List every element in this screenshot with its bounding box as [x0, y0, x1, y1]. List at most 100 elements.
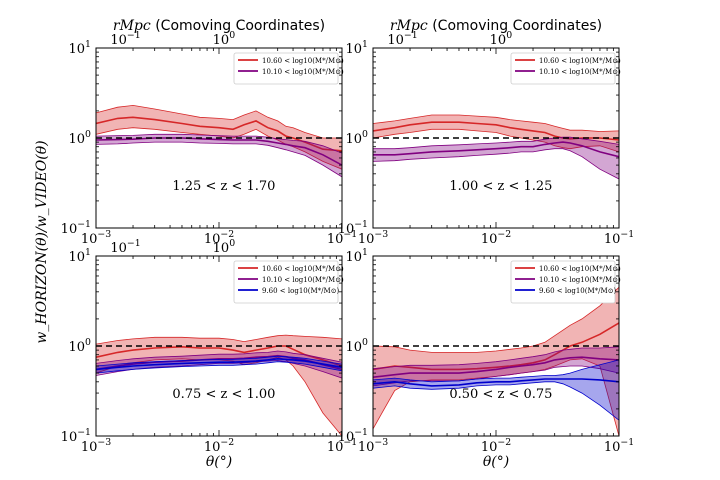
x-tick-label: 10−2 [204, 437, 234, 455]
lower-edge-series-0 [373, 128, 619, 153]
series-line-1 [373, 141, 619, 158]
legend-box [233, 52, 339, 85]
upper-edge-series-1 [373, 346, 619, 370]
top-tick-label: 10−1 [110, 238, 140, 256]
plot-area [373, 114, 619, 180]
upper-edge-series-0 [373, 114, 619, 132]
redshift-annotation: 1.00 < z < 1.25 [449, 179, 552, 194]
series-line-0 [96, 116, 342, 152]
panel-bottom-left: 10−3 10−2 10−1 10−1 100 101 10−1 100 0.75 < z < … [61, 238, 357, 455]
redshift-annotation: 0.75 < z < 1.00 [172, 387, 275, 402]
x-tick-label: 10−2 [481, 229, 511, 247]
legend-box [510, 52, 616, 85]
legend-entry: 10.60 < log10(M*/M⊙) [262, 265, 344, 273]
series-line-0 [96, 345, 342, 367]
top-tick-label: 100 [213, 30, 236, 48]
x-tick-label: 10−3 [358, 437, 388, 455]
y-tick-label: 101 [69, 39, 92, 57]
lower-edge-series-2 [96, 361, 342, 374]
upper-edge-series-2 [373, 359, 619, 383]
series-line-0 [373, 322, 619, 371]
panel-bottom-right: 10−3 10−2 10−1 10−1 100 101 0.50 < z < 0.75 10.… [338, 247, 634, 455]
band-series-1 [373, 346, 619, 386]
series-line-1 [373, 356, 619, 378]
y-tick-label: 101 [346, 39, 369, 57]
y-tick-label: 100 [346, 129, 369, 147]
legend-entry: 10.10 < log10(M*/M⊙) [262, 276, 344, 284]
legend-entry: 10.60 < log10(M*/M⊙) [262, 57, 344, 65]
series-line-1 [96, 354, 342, 371]
y-tick-label: 10−1 [338, 219, 368, 237]
top-tick-label: 100 [213, 238, 236, 256]
x-tick-label: 10−1 [327, 229, 357, 247]
x-tick-label: 10−2 [204, 229, 234, 247]
y-tick-label: 101 [346, 247, 369, 265]
redshift-annotation: 1.25 < z < 1.70 [172, 179, 275, 194]
upper-edge-series-1 [96, 133, 342, 154]
x-tick-label: 10−3 [358, 229, 388, 247]
lower-edge-series-1 [373, 148, 619, 180]
band-series-2 [96, 356, 342, 374]
redshift-annotation: 0.50 < z < 0.75 [449, 387, 552, 402]
upper-edge-series-1 [96, 350, 342, 364]
x-tick-label: 10−3 [81, 229, 111, 247]
plot-area [96, 104, 342, 178]
x-tick-label: 10−1 [327, 437, 357, 455]
y-tick-label: 100 [69, 129, 92, 147]
legend-entry: 10.10 < log10(M*/M⊙) [539, 68, 621, 76]
plot-area [96, 334, 342, 436]
upper-edge-series-0 [373, 286, 619, 353]
top-tick-label: 100 [490, 30, 513, 48]
legend-entry: 10.10 < log10(M*/M⊙) [539, 276, 621, 284]
legend: 10.60 < log10(M*/M⊙) 10.10 < log10(M*/M⊙)… [510, 260, 621, 304]
band-series-0 [96, 335, 342, 436]
band-series-1 [96, 134, 342, 177]
panel-top-right: 10−3 10−2 10−1 10−1 100 101 10−1 100 1.00 < z < … [338, 30, 634, 247]
legend-box [510, 260, 616, 304]
legend: 10.60 < log10(M*/M⊙) 10.10 < log10(M*/M⊙) [233, 52, 344, 85]
legend-entry: 10.60 < log10(M*/M⊙) [539, 265, 621, 273]
y-axis-label: w_HORIZON(θ)/w_VIDEO(θ) [34, 140, 50, 343]
plot-area [373, 286, 619, 436]
axes-frame [372, 255, 620, 437]
y-tick-label: 100 [346, 337, 369, 355]
band-series-1 [373, 137, 619, 179]
legend-entry: 9.60 < log10(M*/M⊙) [539, 287, 617, 295]
top-axis-label: rMpc (Comoving Coordinates) [113, 18, 325, 34]
axes-frame [372, 47, 620, 229]
top-tick-label: 10−1 [110, 30, 140, 48]
y-tick-label: 10−1 [338, 427, 368, 445]
axes-frame [95, 255, 343, 437]
y-tick-label: 100 [69, 337, 92, 355]
band-series-0 [96, 105, 342, 170]
series-line-2 [373, 378, 619, 387]
top-tick-label: 10−1 [387, 30, 417, 48]
y-tick-label: 10−1 [61, 427, 91, 445]
x-tick-label: 10−1 [604, 229, 634, 247]
upper-edge-series-2 [96, 355, 342, 367]
x-axis-label: θ(°) [483, 454, 509, 470]
x-tick-label: 10−1 [604, 437, 634, 455]
x-tick-label: 10−3 [81, 437, 111, 455]
y-tick-label: 10−1 [61, 219, 91, 237]
y-tick-label: 101 [69, 247, 92, 265]
legend: 10.60 < log10(M*/M⊙) 10.10 < log10(M*/M⊙)… [233, 260, 344, 304]
upper-edge-series-0 [96, 104, 342, 139]
legend-entry: 10.60 < log10(M*/M⊙) [539, 57, 621, 65]
legend: 10.60 < log10(M*/M⊙) 10.10 < log10(M*/M⊙) [510, 52, 621, 85]
panel-top-left: 10−3 10−2 10−1 10−1 100 101 10−1 100 1.25 < z < … [61, 30, 357, 247]
legend-entry: 9.60 < log10(M*/M⊙) [262, 287, 340, 295]
upper-edge-series-0 [96, 334, 342, 345]
lower-edge-series-1 [96, 360, 342, 379]
lower-edge-series-2 [373, 381, 619, 421]
lower-edge-series-0 [96, 127, 342, 170]
legend-entry: 10.10 < log10(M*/M⊙) [262, 68, 344, 76]
lower-edge-series-1 [96, 141, 342, 178]
band-series-1 [96, 351, 342, 379]
x-axis-label: θ(°) [206, 454, 232, 470]
axes-frame [95, 47, 343, 229]
legend-box [233, 260, 339, 304]
series-line-2 [96, 357, 342, 371]
x-tick-label: 10−2 [481, 437, 511, 455]
